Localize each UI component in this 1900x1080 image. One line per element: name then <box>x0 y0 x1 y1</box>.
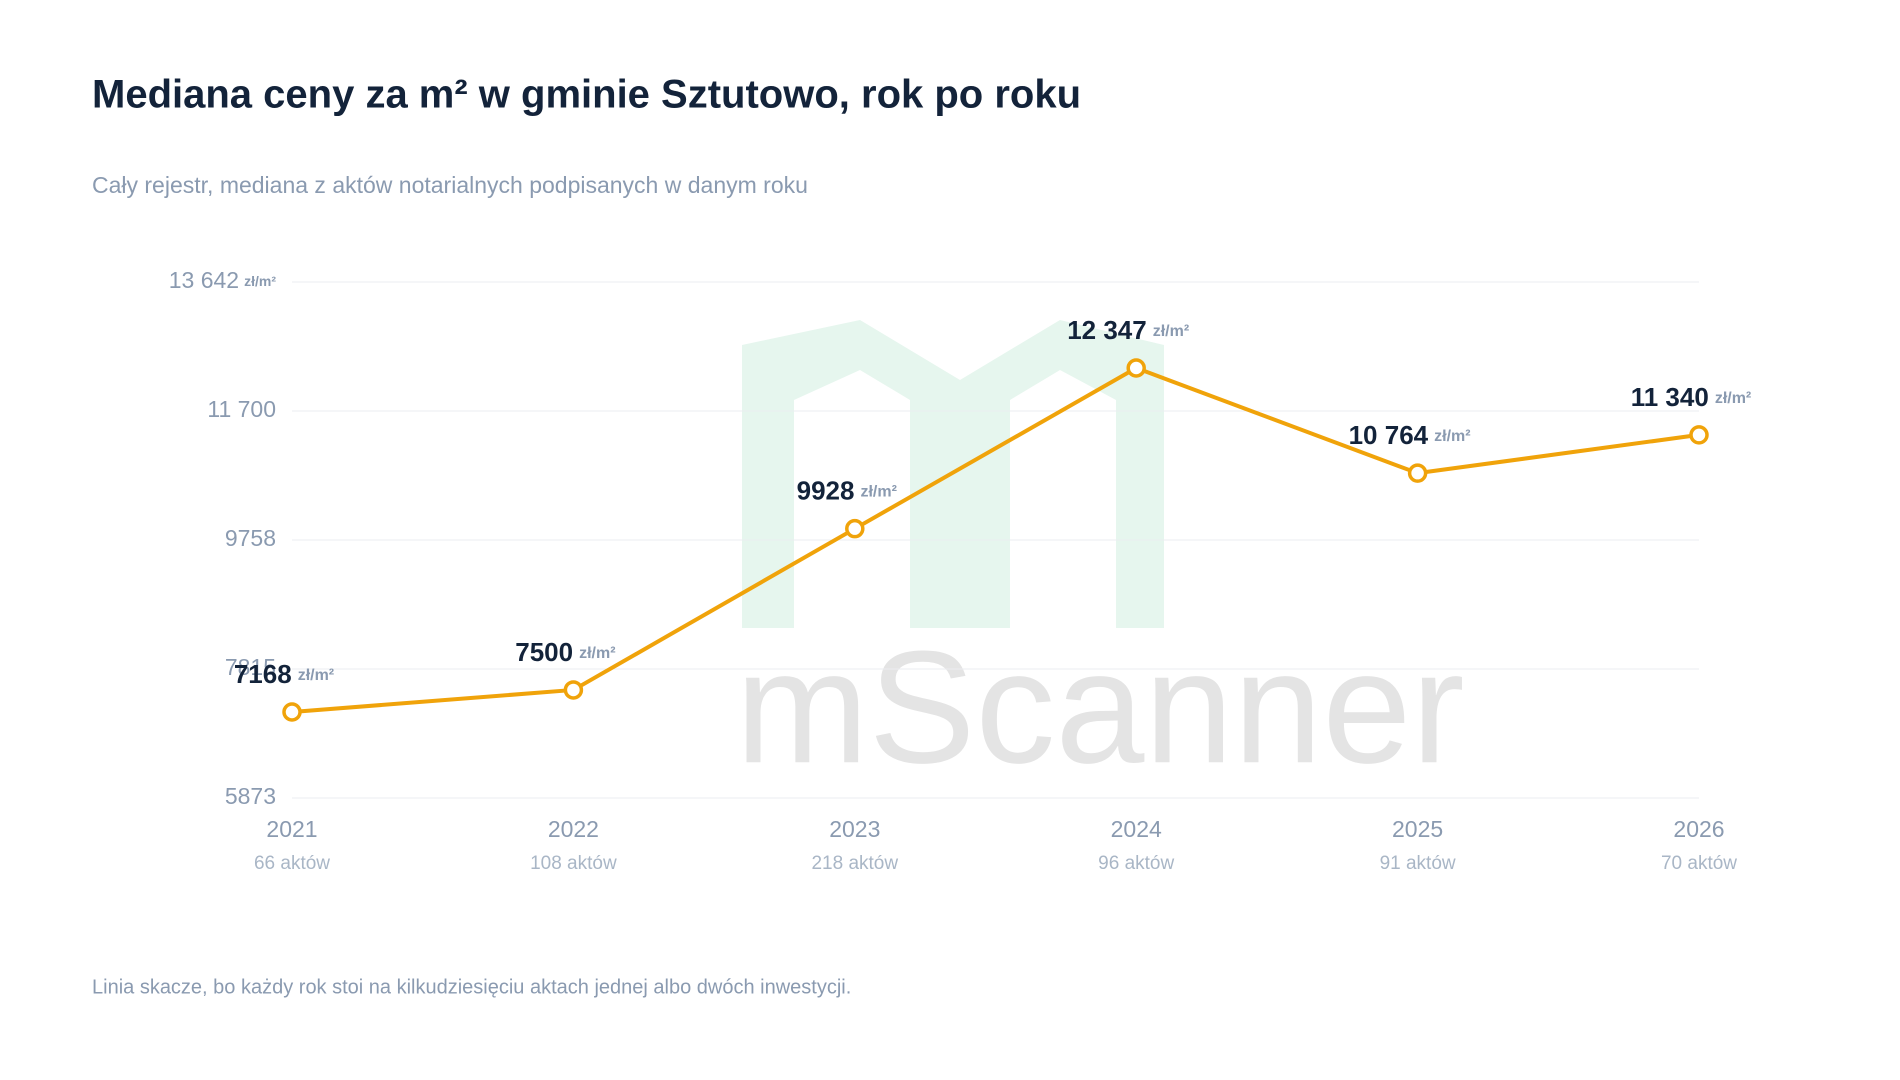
value-label-number: 11 340 <box>1631 382 1709 412</box>
x-sublabel: 108 aktów <box>530 853 617 874</box>
x-tick-label: 2026 <box>1673 816 1724 842</box>
point <box>1126 358 1146 378</box>
x-tick-label: 2023 <box>829 816 880 842</box>
x-tick-label: 2022 <box>548 816 599 842</box>
line <box>291 366 1700 714</box>
chart-subtitle: Cały rejestr, mediana z aktów notarialny… <box>92 172 808 198</box>
value-label-unit: zł/m² <box>1153 323 1189 340</box>
value-label-number: 7500 <box>515 637 573 667</box>
value-label-number: 10 764 <box>1349 420 1429 450</box>
y-tick-value: 13 642 <box>169 267 239 293</box>
point <box>1407 463 1428 483</box>
chart-title: Mediana ceny za m² w gminie Sztutowo, ro… <box>92 73 1081 117</box>
x-sublabel: 70 aktów <box>1661 853 1737 874</box>
x-tick-label: 2021 <box>266 816 317 842</box>
value-label: 7168 zł/m² <box>234 659 334 689</box>
value-label-unit: zł/m² <box>579 645 615 662</box>
point <box>563 680 584 700</box>
value-label: 11 340 zł/m² <box>1631 382 1752 412</box>
x-sublabel: 66 aktów <box>254 853 330 874</box>
chart-note: Linia skacze, bo każdy rok stoi na kilku… <box>92 976 851 998</box>
x-tick-label: 2025 <box>1392 816 1443 842</box>
watermark: mScanner <box>735 617 1464 796</box>
y-tick-label: 9758 <box>225 525 276 551</box>
value-label-unit: zł/m² <box>1715 390 1751 407</box>
value-label-unit: zł/m² <box>298 667 334 684</box>
x-sublabel: 96 aktów <box>1098 853 1174 874</box>
point <box>1689 425 1709 445</box>
value-label-unit: zł/m² <box>1434 428 1470 445</box>
y-tick-label: 7815 <box>225 654 276 680</box>
value-label: 10 764 zł/m² <box>1349 420 1471 450</box>
y-tick-label: 13 642 zł/m² <box>169 267 277 293</box>
value-label-number: 9928 <box>797 476 855 506</box>
value-label: 9928 zł/m² <box>797 476 897 506</box>
value-label-unit: zł/m² <box>860 484 896 501</box>
value-label: 7500 zł/m² <box>515 637 615 667</box>
value-label-number: 12 347 <box>1067 315 1147 345</box>
point <box>282 702 302 722</box>
y-tick-unit: zł/m² <box>244 273 276 289</box>
x-tick-label: 2024 <box>1111 816 1162 842</box>
value-label: 12 347 zł/m² <box>1067 315 1189 345</box>
value-label-number: 7168 <box>234 659 292 689</box>
y-tick-label: 11 700 <box>207 396 276 422</box>
point <box>845 518 865 539</box>
x-sublabel: 91 aktów <box>1380 853 1456 874</box>
y-tick-label: 5873 <box>225 783 276 809</box>
x-sublabel: 218 aktów <box>811 853 898 874</box>
